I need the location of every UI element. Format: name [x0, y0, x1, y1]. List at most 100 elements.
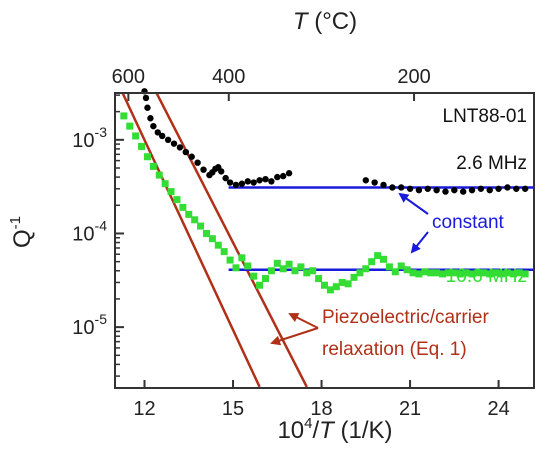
y-tick-base: 10: [72, 130, 94, 152]
point-10-6-mhz: [444, 269, 452, 277]
y-tick-exp: -3: [95, 124, 108, 140]
constant-label: constant: [432, 212, 505, 233]
point-2-6-mhz: [164, 136, 172, 144]
x-tick-label: 18: [310, 398, 332, 420]
point-10-6-mhz: [332, 283, 340, 291]
point-10-6-mhz: [486, 270, 494, 278]
point-2-6-mhz: [154, 129, 161, 136]
y-tick-label: 10-3: [72, 124, 107, 152]
relaxation-arrow-1: [288, 313, 319, 329]
point-2-6-mhz: [362, 177, 370, 184]
point-2-6-mhz: [176, 144, 184, 151]
point-10-6-mhz: [285, 260, 293, 268]
svg-text:Q-1: Q-1: [7, 216, 36, 248]
point-2-6-mhz: [250, 179, 257, 186]
point-10-6-mhz: [409, 269, 417, 277]
top-axis-title: T (°C): [293, 8, 357, 35]
point-2-6-mhz: [194, 159, 201, 166]
point-10-6-mhz: [468, 270, 476, 278]
point-10-6-mhz: [326, 286, 334, 294]
point-10-6-mhz: [279, 265, 287, 273]
point-10-6-mhz: [179, 203, 187, 211]
label-2-6-mhz: 2.6 MHz: [456, 153, 527, 174]
point-10-6-mhz: [450, 269, 458, 277]
y-tick-label: 10-4: [72, 217, 107, 245]
point-2-6-mhz: [459, 188, 467, 195]
point-10-6-mhz: [155, 171, 163, 179]
point-10-6-mhz: [244, 262, 252, 270]
point-2-6-mhz: [142, 94, 150, 102]
data-series: [120, 88, 529, 294]
point-10-6-mhz: [267, 267, 275, 275]
point-10-6-mhz: [202, 229, 210, 237]
point-10-6-mhz: [344, 280, 352, 288]
point-10-6-mhz: [291, 267, 299, 275]
point-10-6-mhz: [492, 269, 500, 277]
point-2-6-mhz: [147, 115, 154, 122]
point-10-6-mhz: [356, 269, 364, 277]
y-tick-exp: -5: [95, 311, 108, 327]
point-10-6-mhz: [509, 270, 517, 278]
point-10-6-mhz: [138, 142, 146, 150]
y-tick-base: 10: [72, 223, 94, 245]
point-10-6-mhz: [120, 112, 128, 120]
point-10-6-mhz: [380, 255, 388, 263]
relaxation-label-line1: Piezoelectric/carrier: [322, 307, 489, 328]
point-10-6-mhz: [256, 281, 264, 289]
y-tick-exp: -4: [95, 217, 108, 233]
point-2-6-mhz: [415, 186, 423, 194]
point-2-6-mhz: [256, 177, 263, 184]
plot-frame: [114, 92, 535, 389]
point-10-6-mhz: [321, 281, 328, 289]
point-10-6-mhz: [132, 132, 140, 140]
point-10-6-mhz: [350, 273, 358, 281]
relaxation-lines: [121, 91, 308, 388]
point-10-6-mhz: [391, 268, 399, 276]
point-10-6-mhz: [338, 278, 346, 286]
point-10-6-mhz: [232, 264, 240, 272]
point-2-6-mhz: [433, 186, 440, 194]
constant-arrow-down: [410, 231, 429, 254]
point-10-6-mhz: [374, 252, 382, 260]
point-2-6-mhz: [150, 122, 157, 130]
point-2-6-mhz: [380, 181, 387, 189]
point-10-6-mhz: [474, 269, 482, 277]
y-tick-base: 10: [72, 317, 94, 339]
point-2-6-mhz: [188, 153, 195, 160]
point-10-6-mhz: [143, 153, 151, 161]
relaxation-line: [155, 91, 308, 388]
point-10-6-mhz: [297, 263, 305, 271]
point-2-6-mhz: [513, 185, 520, 192]
point-2-6-mhz: [218, 168, 225, 175]
x-tick-label: 24: [487, 398, 509, 420]
point-10-6-mhz: [173, 196, 181, 204]
point-10-6-mhz: [480, 269, 488, 277]
point-2-6-mhz: [285, 170, 293, 177]
point-2-6-mhz: [268, 178, 275, 185]
point-10-6-mhz: [421, 268, 429, 276]
point-10-6-mhz: [238, 254, 246, 262]
point-2-6-mhz: [279, 172, 287, 180]
point-2-6-mhz: [398, 184, 405, 191]
point-2-6-mhz: [477, 185, 485, 192]
point-2-6-mhz: [159, 132, 166, 140]
point-10-6-mhz: [368, 258, 376, 266]
x-tick-label: 12: [133, 398, 155, 420]
top-tick-label: 600: [112, 66, 145, 88]
label-10-6-mhz: 10.6 MHz: [446, 266, 527, 287]
point-2-6-mhz: [182, 148, 190, 156]
point-2-6-mhz: [451, 186, 458, 194]
point-10-6-mhz: [226, 256, 234, 264]
point-10-6-mhz: [220, 248, 228, 256]
point-2-6-mhz: [504, 184, 511, 191]
point-10-6-mhz: [456, 270, 464, 278]
point-2-6-mhz: [232, 181, 240, 189]
x-tick-label: 21: [399, 398, 421, 420]
point-10-6-mhz: [208, 235, 216, 243]
point-10-6-mhz: [185, 210, 193, 218]
point-10-6-mhz: [515, 269, 523, 277]
point-10-6-mhz: [214, 241, 222, 249]
constant-arrow-up: [398, 192, 429, 215]
